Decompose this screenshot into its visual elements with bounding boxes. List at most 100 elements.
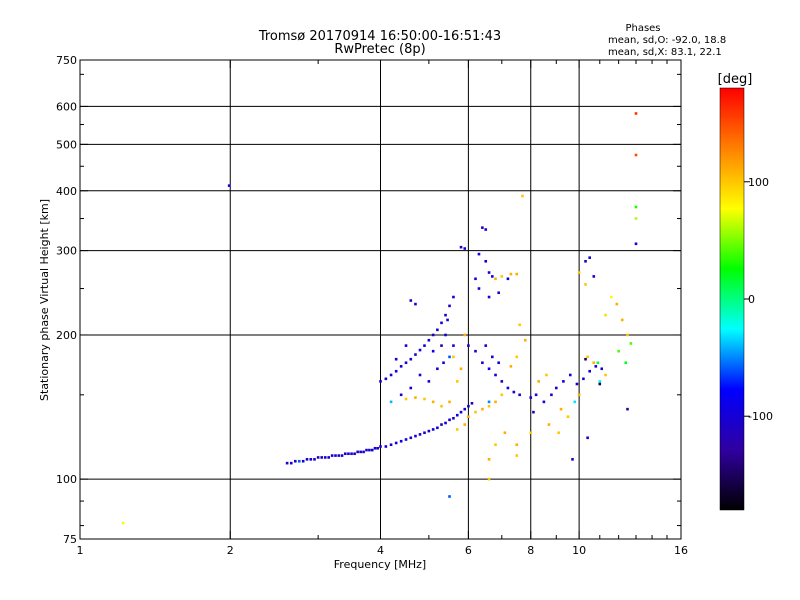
data-point [559, 407, 563, 411]
data-point [423, 397, 426, 401]
data-point [414, 434, 417, 438]
data-point [596, 361, 600, 365]
data-point [600, 367, 604, 371]
data-point [227, 184, 231, 187]
data-point [604, 313, 607, 317]
data-point [373, 446, 377, 450]
data-point [452, 355, 455, 359]
data-point [497, 361, 500, 365]
data-point [404, 361, 408, 365]
x-axis-ticks: 1 2 4 6 8 10 16 [77, 60, 688, 557]
data-point [455, 413, 459, 417]
data-point [494, 277, 497, 281]
data-point [452, 416, 455, 420]
data-point [448, 400, 451, 404]
y-tick-label: 600 [56, 100, 77, 113]
data-point [294, 459, 297, 463]
data-point [509, 272, 513, 276]
data-point [389, 443, 393, 447]
data-point [404, 438, 408, 441]
data-point [529, 431, 533, 435]
data-point [509, 365, 513, 368]
data-point [487, 404, 491, 408]
data-point [452, 344, 455, 347]
data-point [487, 295, 491, 299]
data-point [626, 333, 629, 337]
y-tick-label: 500 [56, 138, 77, 151]
y-tick-label: 750 [56, 54, 77, 67]
data-point [384, 445, 388, 448]
colorbar [719, 87, 745, 511]
data-point [316, 456, 320, 459]
y-tick-label: 300 [56, 245, 77, 258]
data-point [323, 456, 327, 459]
data-point [431, 400, 435, 404]
colorbar-ticks: 100 0 -100 [744, 176, 773, 423]
data-point [584, 259, 587, 263]
data-point [389, 373, 393, 377]
data-point [542, 400, 546, 404]
data-point [448, 304, 451, 308]
data-point [409, 357, 413, 361]
data-point [320, 456, 324, 459]
y-tick-label: 200 [56, 329, 77, 342]
data-point [379, 380, 382, 383]
data-point [566, 415, 570, 419]
y-tick-label: 400 [56, 185, 77, 198]
data-point [409, 436, 413, 440]
data-point [620, 318, 624, 322]
data-point [571, 458, 574, 461]
data-point [305, 458, 309, 461]
data-point [285, 461, 289, 465]
data-point [431, 349, 435, 353]
data-point [455, 428, 459, 431]
data-point [634, 205, 638, 209]
data-point [550, 393, 553, 397]
data-point [418, 433, 422, 436]
data-point [634, 217, 638, 220]
data-point [568, 373, 572, 377]
data-point [582, 377, 585, 381]
data-point [365, 448, 368, 452]
data-point [575, 382, 579, 386]
data-point [497, 291, 500, 295]
data-point [399, 393, 403, 397]
data-point [521, 194, 524, 198]
data-point [440, 321, 443, 325]
data-point [491, 355, 494, 359]
data-point [343, 452, 347, 456]
data-point [463, 247, 467, 250]
data-point [394, 369, 398, 373]
data-point [446, 318, 449, 322]
data-point [534, 393, 538, 397]
data-point [301, 459, 305, 463]
data-point [399, 439, 403, 443]
data-point [467, 404, 470, 408]
data-point [634, 153, 638, 157]
data-point [494, 373, 497, 377]
data-point [289, 461, 293, 465]
data-point [459, 367, 463, 371]
data-point [629, 342, 633, 345]
data-point [359, 450, 362, 454]
data-point [586, 436, 589, 440]
data-point [598, 382, 602, 386]
data-point [414, 396, 417, 399]
data-point [409, 386, 413, 390]
data-point [494, 443, 497, 447]
data-point [431, 428, 435, 431]
data-point [309, 458, 313, 461]
x-tick-label: 6 [465, 544, 472, 557]
data-point [494, 400, 497, 404]
data-point [448, 495, 451, 498]
data-point [448, 418, 451, 422]
colorbar-tick-label: -100 [748, 410, 773, 423]
data-point [459, 410, 463, 414]
data-point [518, 393, 521, 397]
data-point [389, 400, 393, 404]
y-axis-label: Stationary phase Virtual Height [km] [38, 199, 51, 401]
data-point [444, 313, 447, 317]
data-point [440, 404, 443, 408]
data-points [121, 112, 638, 525]
